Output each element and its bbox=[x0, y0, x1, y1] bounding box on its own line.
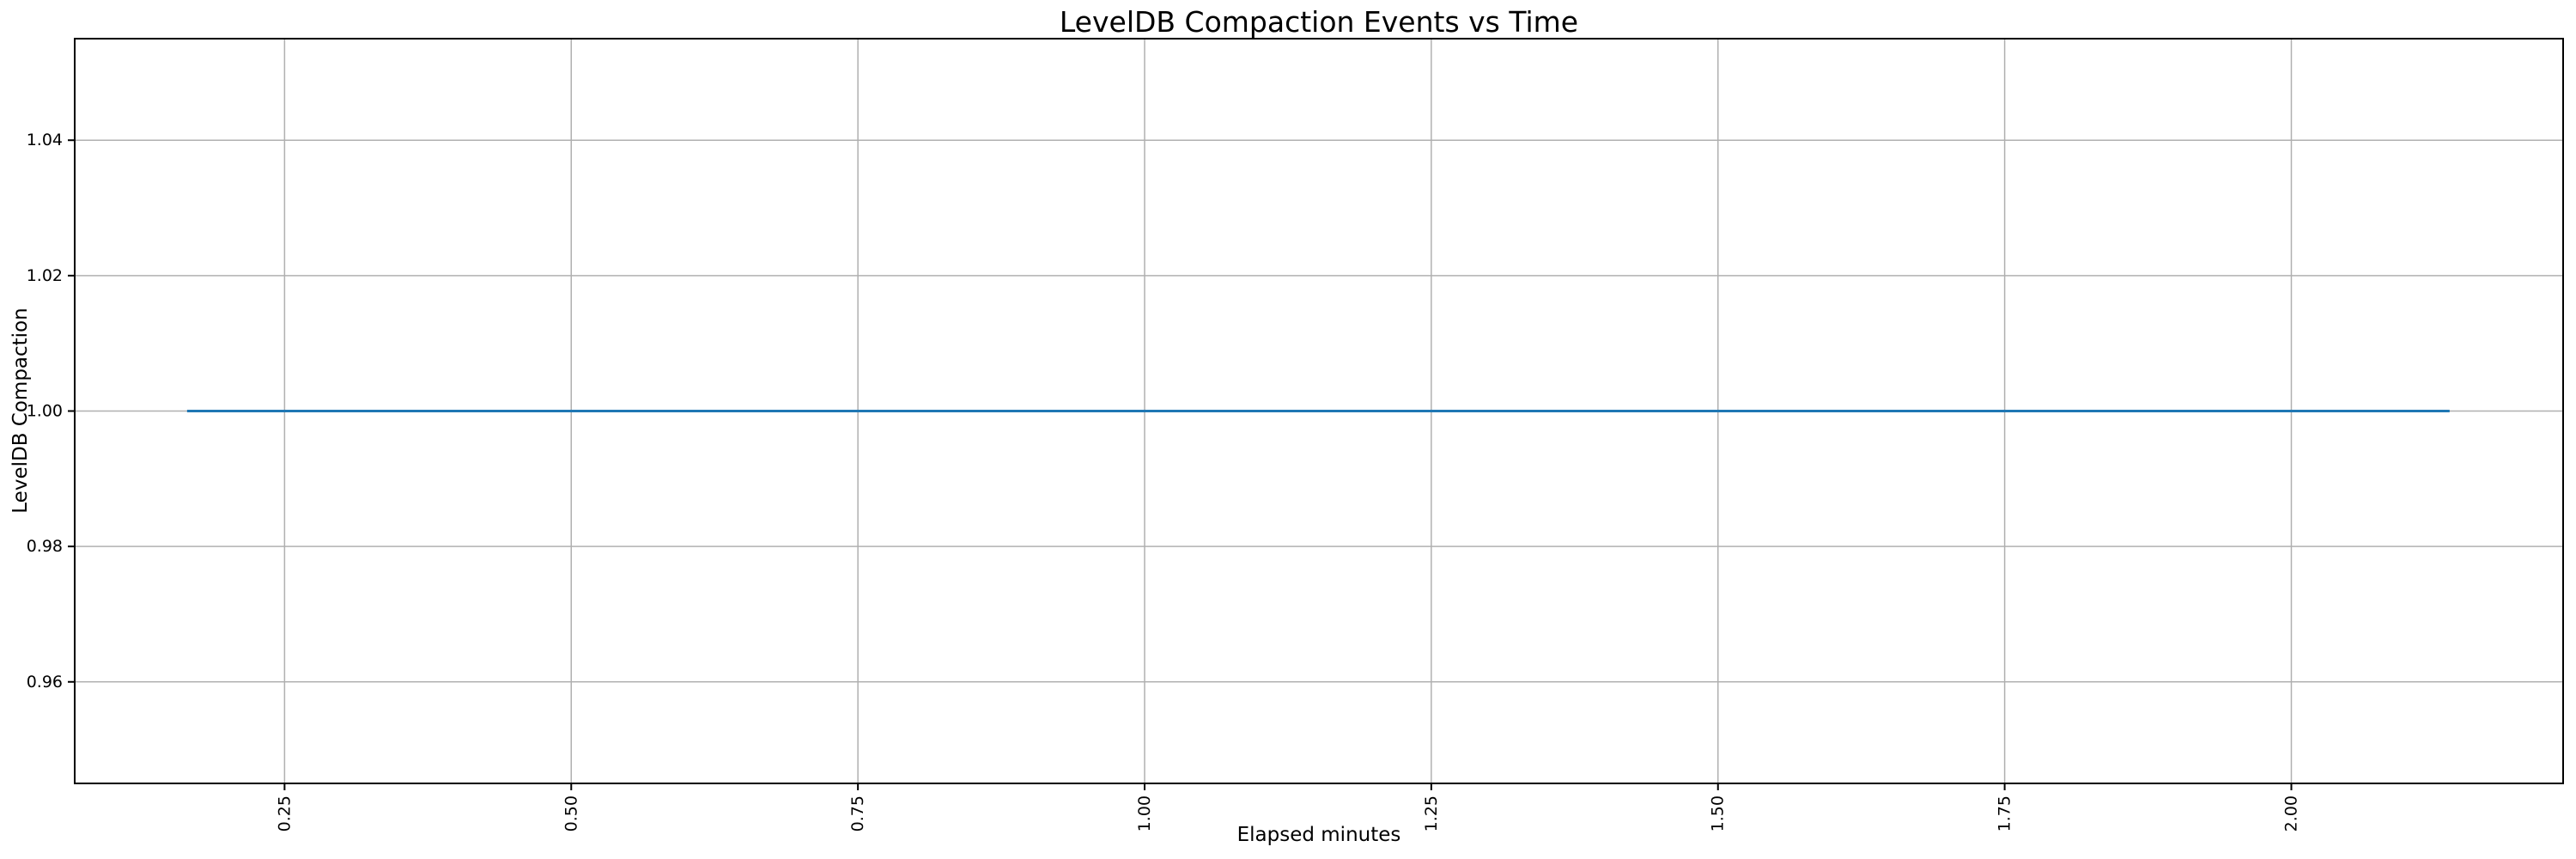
y-tick-label: 1.00 bbox=[27, 402, 63, 421]
y-tick-label: 1.02 bbox=[27, 266, 63, 285]
x-axis-label: Elapsed minutes bbox=[1236, 824, 1401, 846]
y-tick-label: 0.98 bbox=[27, 537, 63, 556]
x-tick-label: 0.50 bbox=[562, 795, 580, 832]
x-tick-label: 2.00 bbox=[2281, 795, 2300, 832]
x-tick-label: 1.00 bbox=[1135, 795, 1154, 832]
x-tick-label: 1.75 bbox=[1996, 795, 2014, 832]
x-tick-label: 1.50 bbox=[1709, 795, 1728, 832]
y-tick-label: 1.04 bbox=[27, 131, 63, 149]
chart-title: LevelDB Compaction Events vs Time bbox=[1059, 5, 1579, 39]
x-tick-label: 0.25 bbox=[275, 795, 294, 832]
y-tick-label: 0.96 bbox=[27, 673, 63, 691]
y-axis-label: LevelDB Compaction bbox=[9, 308, 32, 514]
x-tick-label: 1.25 bbox=[1422, 795, 1441, 832]
x-tick-label: 0.75 bbox=[848, 795, 867, 832]
